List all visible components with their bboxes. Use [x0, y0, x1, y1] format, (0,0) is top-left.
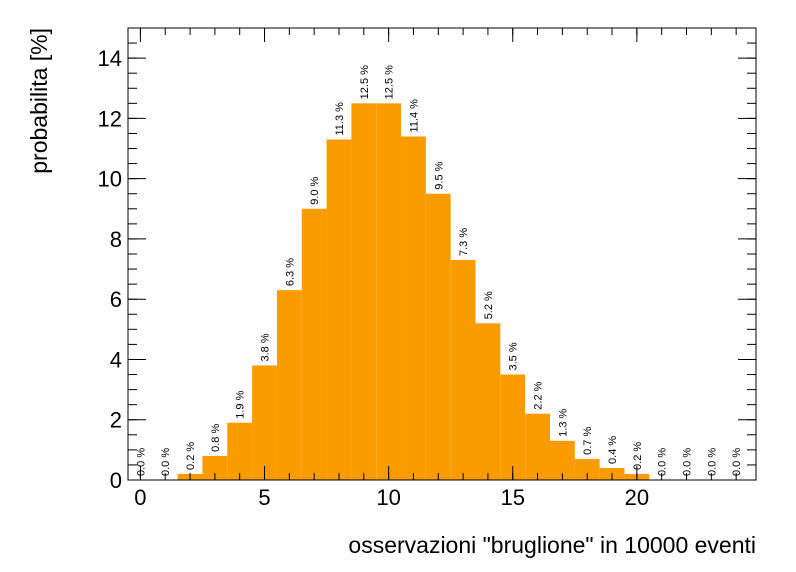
value-label: 0.2 %: [185, 442, 197, 470]
value-label: 7.3 %: [458, 228, 470, 256]
bar: [351, 103, 377, 480]
value-label: 0.0 %: [731, 448, 743, 476]
value-label: 9.5 %: [433, 161, 445, 189]
value-label: 0.7 %: [582, 427, 594, 455]
value-label: 9.0 %: [309, 176, 321, 204]
bar: [252, 365, 277, 480]
value-label: 0.8 %: [210, 424, 222, 452]
value-label: 11.3 %: [334, 102, 346, 136]
x-tick-label: 5: [258, 485, 270, 510]
value-label: 1.3 %: [557, 408, 569, 436]
value-label: 0.0 %: [681, 448, 693, 476]
bar: [574, 458, 600, 480]
bar: [301, 208, 327, 481]
value-label: 5.2 %: [483, 291, 495, 319]
x-tick-label: 10: [376, 485, 400, 510]
value-label: 6.3 %: [284, 258, 296, 286]
y-tick-label: 14: [98, 46, 122, 71]
y-tick-label: 12: [98, 106, 122, 131]
y-tick-label: 6: [110, 287, 122, 312]
bar: [450, 260, 476, 480]
bar: [326, 139, 352, 480]
y-tick-label: 8: [110, 227, 122, 252]
value-label: 3.8 %: [260, 333, 272, 361]
bar: [525, 413, 550, 480]
x-axis-title: osservazioni "bruglione" in 10000 eventi: [348, 532, 756, 558]
value-label: 0.4 %: [607, 436, 619, 464]
bar: [276, 290, 302, 480]
bar: [401, 136, 426, 481]
value-label: 0.0 %: [657, 448, 669, 476]
value-label: 12.5 %: [359, 65, 371, 99]
x-tick-label: 15: [501, 485, 525, 510]
value-label: 11.4 %: [408, 99, 420, 133]
value-label: 12.5 %: [384, 65, 396, 99]
y-axis-title: probabilita [%]: [26, 28, 52, 174]
value-label: 0.0 %: [135, 448, 147, 476]
value-label: 1.9 %: [235, 390, 247, 418]
bar: [227, 422, 253, 480]
y-tick-label: 2: [110, 408, 122, 433]
x-tick-label: 0: [134, 485, 146, 510]
bar: [425, 193, 451, 480]
value-label: 3.5 %: [508, 342, 520, 370]
value-label: 0.0 %: [706, 448, 718, 476]
y-tick-label: 10: [98, 167, 122, 192]
bar: [500, 374, 526, 480]
bar: [475, 323, 501, 480]
value-label: 0.0 %: [160, 448, 172, 476]
x-tick-label: 20: [625, 485, 649, 510]
bar: [376, 103, 402, 480]
value-label: 2.2 %: [533, 381, 545, 409]
value-label: 0.2 %: [632, 442, 644, 470]
y-tick-label: 0: [110, 468, 122, 493]
y-tick-label: 4: [110, 347, 122, 372]
